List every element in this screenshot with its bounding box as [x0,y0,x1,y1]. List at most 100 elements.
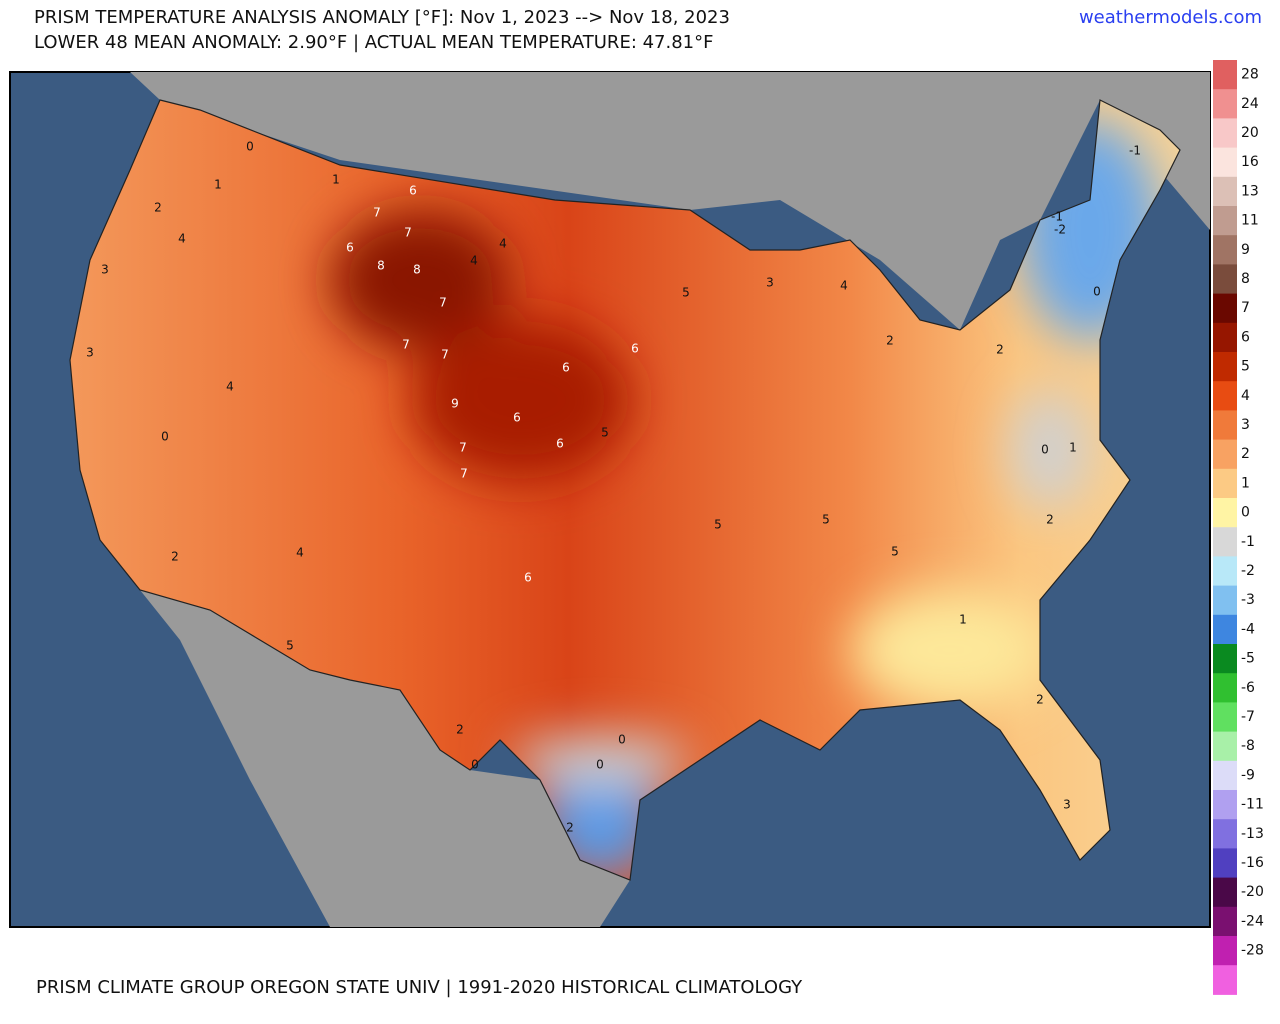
contour-label: 7 [373,206,381,220]
colorbar-swatch [1213,147,1237,178]
contour-label: 2 [1036,693,1044,707]
contour-label: 6 [556,437,564,451]
mexico [140,590,630,927]
contour-label: 2 [1046,513,1054,527]
colorbar-swatch [1213,527,1237,557]
colorbar-label: 9 [1241,242,1250,258]
contour-label: 6 [513,411,521,425]
colorbar-swatch [1213,556,1237,587]
contour-label: 5 [601,426,609,440]
contour-label: 1 [332,173,340,187]
colorbar-swatch [1213,614,1237,645]
contour-label: 3 [86,346,94,360]
colorbar-swatch [1213,819,1237,849]
colorbar-swatch [1213,965,1237,995]
colorbar-swatch [1213,877,1237,908]
contour-label: 2 [154,201,162,215]
colorbar-swatch [1213,352,1237,382]
contour-label: 0 [161,430,169,444]
colorbar-label: 0 [1241,505,1250,521]
contour-label: 6 [524,571,532,585]
colorbar-swatch [1213,235,1237,265]
colorbar-label: 3 [1241,417,1250,433]
colorbar-label: -4 [1241,621,1255,637]
colorbar-label: -20 [1241,884,1264,900]
colorbar-swatch [1213,906,1237,937]
contour-label: 7 [439,296,447,310]
colorbar-label: 4 [1241,388,1250,404]
colorbar-swatch [1213,293,1237,324]
contour-label: -1 [1051,210,1063,224]
title: PRISM TEMPERATURE ANALYSIS ANOMALY [°F]:… [34,7,730,28]
contour-label: 2 [171,550,179,564]
contour-label: 3 [101,263,109,277]
colorbar-label: -3 [1241,592,1255,608]
colorbar-label: -6 [1241,680,1255,696]
contour-label: 4 [226,380,234,394]
colorbar-swatch [1213,585,1237,616]
site[interactable]: weathermodels.com [1079,7,1262,28]
contour-label: 7 [441,348,449,362]
contour-label: 9 [451,397,459,411]
contour-label: 1 [214,178,222,192]
colorbar-label: 6 [1241,329,1250,345]
contour-label: 4 [840,279,848,293]
colorbar-swatch [1213,439,1237,470]
contour-label: 5 [286,639,294,653]
contour-label: 3 [766,276,774,290]
colorbar-swatch [1213,644,1237,674]
colorbar-swatch [1213,206,1237,236]
contour-label: 0 [596,758,604,772]
contour-label: 6 [631,342,639,356]
contour-label: 5 [714,518,722,532]
colorbar-label: -1 [1241,534,1255,550]
contour-label: 2 [996,343,1004,357]
colorbar-label: 1 [1241,475,1250,491]
canada [10,72,1210,330]
colorbar-swatch [1213,760,1237,791]
contour-label: 7 [404,226,412,240]
contour-label: 6 [562,361,570,375]
colorbar-swatch [1213,702,1237,733]
colorbar-label: 13 [1241,183,1259,199]
contour-label: 0 [1093,285,1101,299]
colorbar-label: 7 [1241,300,1250,316]
colorbar-label: -8 [1241,738,1255,754]
colorbar-label: -2 [1241,563,1255,579]
colorbar-swatch [1213,936,1237,966]
colorbar-label: 16 [1241,154,1259,170]
colorbar-label: 8 [1241,271,1250,287]
colorbar-label: -16 [1241,855,1264,871]
colorbar-label: 24 [1241,96,1259,112]
subtitle: LOWER 48 MEAN ANOMALY: 2.90°F | ACTUAL M… [34,32,713,53]
colorbar-swatch [1213,673,1237,703]
colorbar-swatch [1213,410,1237,441]
colorbar-swatch [1213,264,1237,295]
colorbar-label: 2 [1241,446,1250,462]
contour-label: 6 [409,184,417,198]
colorbar-swatch [1213,498,1237,528]
colorbar-label: -13 [1241,826,1264,842]
colorbar-swatch [1213,176,1237,207]
contour-label: 7 [460,467,468,481]
contour-label: 1 [1069,441,1077,455]
contour-label: 7 [459,441,467,455]
colorbar-swatch [1213,60,1237,90]
colorbar-swatch [1213,790,1237,820]
contour-label: 4 [296,546,304,560]
colorbar-label: -9 [1241,767,1255,783]
contour-label: 2 [566,821,574,835]
colorbar-label: -7 [1241,709,1255,725]
colorbar-label: -28 [1241,943,1264,959]
colorbar-label: 28 [1241,67,1259,83]
contour-label: 2 [456,723,464,737]
colorbar-swatch [1213,848,1237,879]
colorbar-swatch [1213,118,1237,149]
contour-label: 4 [178,232,186,246]
colorbar-label: -11 [1241,797,1264,813]
contour-label: 0 [246,140,254,154]
contour-label: 0 [1041,443,1049,457]
contour-label: 4 [470,254,478,268]
contour-label: -2 [1054,223,1066,237]
